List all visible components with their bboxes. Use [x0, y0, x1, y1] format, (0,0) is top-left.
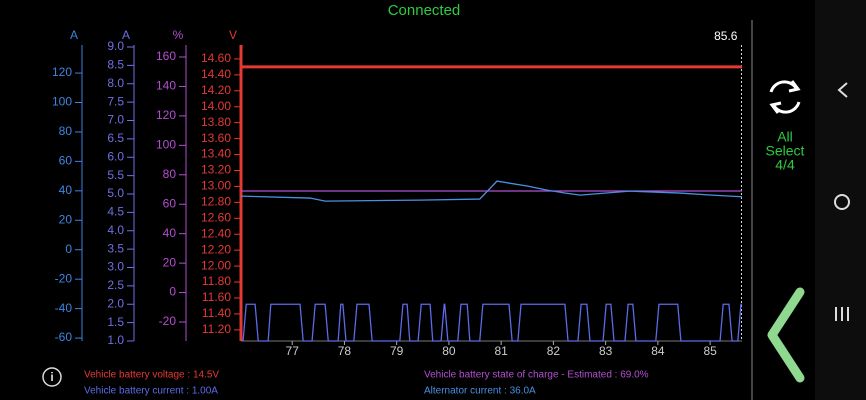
y-tick-label: 4.0 [107, 223, 124, 237]
y-tick-label: -60 [55, 330, 73, 344]
y-tick-label: 14.00 [201, 99, 231, 113]
y-tick-label: 3.5 [107, 241, 124, 255]
y-tick-label: -20 [55, 271, 73, 285]
y-tick-label: 160 [156, 49, 176, 63]
y-tick-label: 4.5 [107, 205, 124, 219]
y-tick-label: 12.60 [201, 210, 231, 224]
y-tick-label: 1.5 [107, 315, 124, 329]
series-line [242, 303, 742, 342]
y-tick-label: 0 [169, 285, 176, 299]
nav-recent[interactable] [835, 307, 849, 321]
x-tick-label: 79 [390, 344, 404, 358]
y-axis-unit: A [70, 28, 78, 42]
back-chevron[interactable] [767, 287, 805, 383]
x-tick-label: 83 [599, 344, 613, 358]
legend-entry: Vehicle battery voltage : 14.5V [84, 370, 219, 381]
nav-home[interactable] [834, 194, 850, 210]
y-tick-label: 13.20 [201, 163, 231, 177]
y-tick-label: 100 [156, 138, 176, 152]
y-tick-label: 8.5 [107, 58, 124, 72]
y-tick-label: 40 [59, 183, 73, 197]
y-tick-label: 13.00 [201, 179, 231, 193]
select-count[interactable]: 4/4 [775, 157, 795, 173]
y-tick-label: 12.80 [201, 195, 231, 209]
x-tick-label: 80 [442, 344, 456, 358]
nav-back[interactable] [837, 82, 848, 98]
series-line [240, 180, 743, 202]
x-tick-label: 84 [651, 344, 665, 358]
y-tick-label: 11.80 [202, 274, 231, 288]
y-tick-label: 100 [52, 95, 72, 109]
y-tick-label: 11.20 [202, 322, 231, 336]
y-tick-label: 2.5 [107, 278, 124, 292]
y-tick-label: 11.60 [202, 290, 231, 304]
y-tick-label: 80 [59, 124, 73, 138]
x-tick-label: 78 [338, 344, 352, 358]
info-icon: i [50, 370, 53, 384]
status: Connected [388, 2, 461, 19]
y-tick-label: 80 [163, 167, 177, 181]
y-tick-label: 13.80 [201, 115, 231, 129]
y-axis-unit: % [173, 28, 184, 42]
legend-entry: Vehicle battery state of charge - Estima… [424, 370, 649, 381]
select-label[interactable]: Select [766, 143, 805, 159]
x-tick-label: 77 [286, 344, 300, 358]
y-tick-label: 40 [163, 226, 177, 240]
y-tick-label: 0 [65, 242, 72, 256]
y-tick-label: 20 [163, 255, 177, 269]
y-tick-label: 6.0 [107, 149, 124, 163]
refresh-button[interactable] [769, 80, 801, 114]
info-button[interactable] [42, 367, 62, 387]
y-tick-label: 13.60 [201, 131, 231, 145]
y-tick-label: -40 [55, 301, 73, 315]
y-tick-label: 14.20 [201, 83, 231, 97]
y-tick-label: 11.40 [202, 306, 231, 320]
y-tick-label: 2.0 [107, 296, 124, 310]
legend-entry: Alternator current : 36.0A [424, 386, 536, 397]
select-label[interactable]: All [777, 129, 793, 145]
y-tick-label: 9.0 [107, 39, 124, 53]
y-tick-label: 5.5 [107, 168, 124, 182]
nav-bar [815, 0, 866, 400]
y-axis-unit: V [229, 28, 237, 42]
y-tick-label: 140 [156, 79, 176, 93]
y-tick-label: 12.40 [201, 226, 231, 240]
y-tick-label: 120 [156, 108, 176, 122]
y-tick-label: 5.0 [107, 186, 124, 200]
y-tick-label: 20 [59, 212, 73, 226]
y-tick-label: -20 [159, 314, 177, 328]
y-axis-unit: A [122, 28, 130, 42]
y-tick-label: 12.00 [201, 258, 231, 272]
y-tick-label: 3.0 [107, 260, 124, 274]
y-tick-label: 12.20 [201, 242, 231, 256]
y-tick-label: 6.5 [107, 131, 124, 145]
x-tick-label: 81 [494, 344, 508, 358]
x-tick-label: 82 [547, 344, 561, 358]
y-tick-label: 60 [59, 154, 73, 168]
y-tick-label: 8.0 [107, 76, 124, 90]
legend-entry: Vehicle battery current : 1.00A [84, 386, 218, 397]
y-tick-label: 7.0 [107, 113, 124, 127]
x-tick-label: 85 [703, 344, 717, 358]
y-tick-label: 14.40 [201, 67, 231, 81]
cursor-label: 85.6 [714, 29, 738, 43]
y-tick-label: 13.40 [201, 147, 231, 161]
y-tick-label: 120 [52, 65, 72, 79]
y-tick-label: 1.0 [107, 333, 124, 347]
y-tick-label: 14.60 [201, 51, 231, 65]
y-tick-label: 60 [163, 196, 177, 210]
y-tick-label: 7.5 [107, 94, 124, 108]
